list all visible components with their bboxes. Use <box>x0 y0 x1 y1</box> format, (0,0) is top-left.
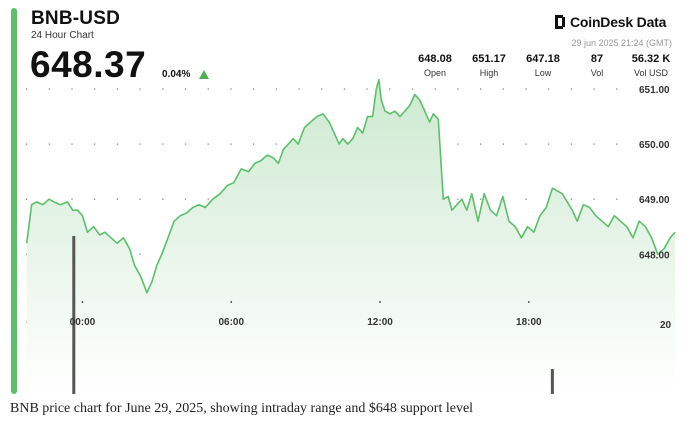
x-tick-mark <box>230 301 233 303</box>
stat-label: Open <box>423 68 447 78</box>
stat-volume-usd: 56.32 K Vol USD <box>626 53 676 78</box>
current-price: 648.37 <box>30 44 147 85</box>
stat-open: 648.08 Open <box>410 53 460 78</box>
stat-low: 647.18 Low <box>518 53 568 78</box>
x-tick-label: 12:00 <box>367 317 393 328</box>
x-tick-mark <box>527 301 530 303</box>
accent-bar <box>11 8 17 394</box>
stat-value: 56.32 K <box>631 53 671 65</box>
y-tick-label: 651.00 <box>639 85 670 96</box>
price-change: 0.04% <box>162 69 191 80</box>
stat-value: 647.18 <box>526 53 560 65</box>
x-tick-label: 06:00 <box>218 317 244 328</box>
y-tick-label: 650.00 <box>639 140 670 151</box>
brand-logo: CoinDesk Data <box>553 14 666 30</box>
chart-card: 651.00 650.00 649.00 648.00 00:00 06:00 12:00 1… <box>11 8 676 394</box>
volume-bar <box>550 369 554 394</box>
stat-value: 87 <box>590 53 604 65</box>
stat-high: 651.17 High <box>464 53 514 78</box>
stat-value: 651.17 <box>472 53 506 65</box>
chart-subtitle: 24 Hour Chart <box>31 30 94 41</box>
coindesk-logo-icon <box>553 15 567 29</box>
image-caption: BNB price chart for June 29, 2025, showi… <box>10 401 474 416</box>
x-tick-label: 00:00 <box>70 317 96 328</box>
x-tick-label: 18:00 <box>516 317 542 328</box>
up-arrow-icon <box>199 70 209 79</box>
y-tick-label: 649.00 <box>639 195 670 206</box>
price-chart: 651.00 650.00 649.00 648.00 00:00 06:00 12:00 1… <box>25 78 676 394</box>
ticker-symbol: BNB-USD <box>31 8 121 29</box>
y-tick-label: 648.00 <box>639 250 670 261</box>
price-area <box>26 79 676 392</box>
stat-label: Vol USD <box>633 68 668 78</box>
stat-volume: 87 Vol <box>572 53 622 78</box>
x-tick-mark <box>379 301 381 303</box>
stat-label: Vol <box>590 68 604 78</box>
volume-axis-label: 20 <box>660 320 672 331</box>
timestamp: 29 jun 2025 21:24 (GMT) <box>571 38 672 48</box>
stat-value: 648.08 <box>418 53 452 65</box>
stat-label: Low <box>534 68 552 78</box>
volume-bar <box>72 236 76 394</box>
price-line <box>25 78 676 294</box>
brand-name: CoinDesk Data <box>570 14 667 30</box>
x-tick-mark <box>81 301 84 303</box>
stat-label: High <box>479 68 499 78</box>
